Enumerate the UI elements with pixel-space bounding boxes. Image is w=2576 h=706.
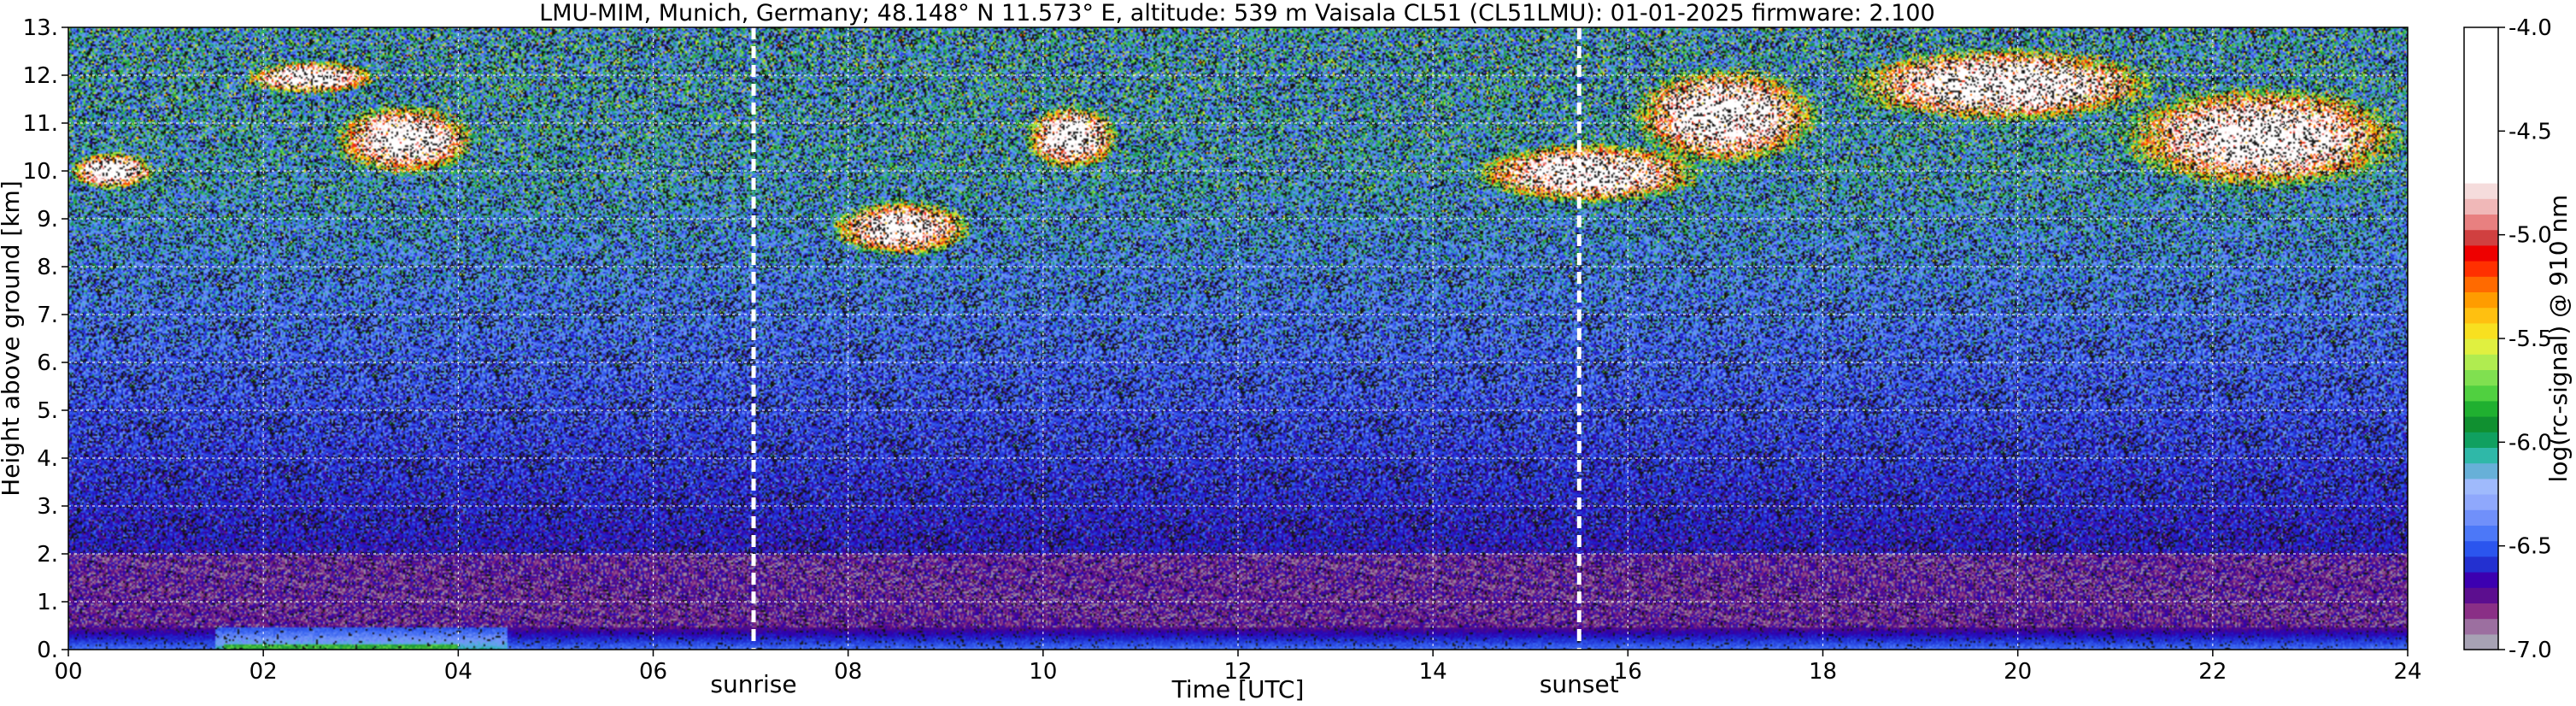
colorbar-segment [2464,74,2498,91]
y-tick-label: 4. [37,446,58,472]
sunset-label: sunset [1540,670,1619,698]
colorbar-segment [2464,338,2498,355]
colorbar-segment [2464,229,2498,246]
chart-title: LMU-MIM, Munich, Germany; 48.148° N 11.5… [539,0,1935,26]
colorbar-segment [2464,307,2498,324]
y-tick-label: 3. [37,494,58,520]
colorbar-segment [2464,198,2498,215]
colorbar-tick-label: -5.5 [2509,327,2552,352]
y-tick-label: 12. [23,63,58,89]
colorbar-segment [2464,447,2498,464]
colorbar-segment [2464,276,2498,292]
colorbar-tick-label: -6.5 [2509,534,2552,560]
colorbar-segment [2464,509,2498,526]
colorbar-segment [2464,540,2498,557]
y-tick-label: 11. [23,111,58,137]
y-tick-label: 9. [37,207,58,232]
y-tick-label: 1. [37,590,58,615]
y-tick-label: 5. [37,398,58,424]
x-tick-label: 06 [639,659,667,685]
colorbar-segment [2464,633,2498,650]
colorbar-segment [2464,89,2498,106]
colorbar-segment [2464,587,2498,603]
colorbar-segment [2464,572,2498,588]
x-tick-label: 16 [1614,659,1642,685]
x-tick-label: 14 [1419,659,1447,685]
y-tick-label: 13. [23,15,58,41]
y-tick-label: 8. [37,255,58,280]
x-axis-label: Time [UTC] [1171,675,1305,703]
colorbar-segment [2464,603,2498,620]
colorbar-tick-label: -4.0 [2509,15,2552,41]
colorbar-segment [2464,291,2498,309]
x-tick-label: 00 [54,659,82,685]
colorbar-label: log(rc-signal) @ 910 nm [2544,195,2573,483]
colorbar-segment [2464,105,2498,121]
colorbar-segment [2464,183,2498,199]
colorbar-segment [2464,432,2498,448]
colorbar-tick-label: -4.5 [2509,119,2552,144]
colorbar-segments [2464,27,2498,650]
colorbar-segment [2464,618,2498,635]
y-tick-label: 2. [37,542,58,568]
colorbar-segment [2464,462,2498,479]
colorbar-segment [2464,354,2498,370]
x-tick-label: 24 [2393,659,2421,685]
y-tick-label: 7. [37,303,58,328]
colorbar-segment [2464,494,2498,510]
y-tick-label: 0. [37,638,58,663]
x-tick-label: 20 [2004,659,2032,685]
colorbar-segment [2464,121,2498,137]
colorbar-segment [2464,214,2498,231]
y-axis: 0. 1. 2. 3. 4. 5. 6. 7. 8. 9. 10. 11. 12. 13. [23,15,68,663]
colorbar-segment [2464,27,2498,44]
colorbar-tick-label: -7.0 [2509,638,2552,663]
grid-lines [68,27,2408,650]
colorbar-segment [2464,556,2498,573]
colorbar-segment [2464,322,2498,339]
colorbar: -4.0 -4.5 -5.0 -5.5 -6.0 -6.5 -7.0 log(rc-sign… [2463,15,2573,663]
colorbar-segment [2464,385,2498,402]
colorbar-segment [2464,416,2498,432]
colorbar-ticks: -4.0 -4.5 -5.0 -5.5 -6.0 -6.5 -7.0 [2498,15,2552,663]
colorbar-tick-label: -5.0 [2509,223,2552,249]
colorbar-segment [2464,525,2498,542]
colorbar-segment [2464,244,2498,262]
y-tick-label: 6. [37,350,58,376]
colorbar-segment [2464,478,2498,495]
x-tick-label: 02 [249,659,278,685]
x-tick-label: 08 [834,659,862,685]
x-tick-label: 22 [2198,659,2227,685]
colorbar-segment [2464,43,2498,59]
x-tick-label: 10 [1029,659,1057,685]
colorbar-segment [2464,369,2498,386]
colorbar-segment [2464,151,2498,168]
colorbar-segment [2464,58,2498,75]
y-axis-label: Height above ground [km] [0,180,25,497]
colorbar-segment [2464,400,2498,417]
colorbar-segment [2464,261,2498,277]
colorbar-segment [2464,136,2498,153]
y-tick-label: 10. [23,159,58,185]
x-tick-label: 04 [444,659,472,685]
sun-event-markers [751,27,1581,650]
colorbar-tick-label: -6.0 [2509,430,2552,456]
colorbar-segment [2464,167,2498,184]
x-tick-label: 12 [1223,659,1252,685]
x-tick-label: 18 [1809,659,1837,685]
x-axis: 00 02 04 06 08 10 12 14 16 18 20 22 24 [54,650,2422,685]
sunrise-label: sunrise [710,670,796,698]
